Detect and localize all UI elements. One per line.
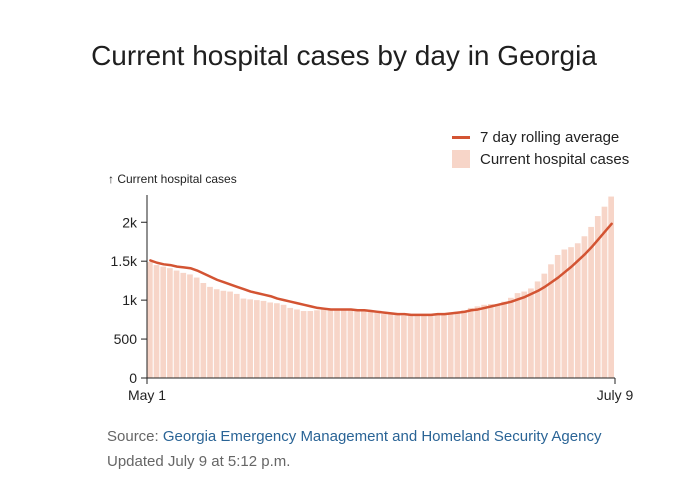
bar-day-66 bbox=[581, 236, 588, 378]
bar-day-48 bbox=[461, 310, 467, 378]
bar-day-11 bbox=[213, 289, 220, 378]
bar-day-33 bbox=[360, 311, 367, 378]
bar-day-46 bbox=[447, 313, 454, 378]
bar-day-5 bbox=[173, 270, 180, 378]
bar-day-18 bbox=[260, 300, 267, 378]
x-tick-label-end: July 9 bbox=[597, 387, 634, 403]
bar-day-2 bbox=[153, 265, 160, 378]
bar-day-55 bbox=[508, 297, 514, 378]
bar-day-31 bbox=[347, 310, 354, 378]
bar-day-58 bbox=[528, 288, 534, 378]
bar-day-50 bbox=[474, 306, 481, 378]
x-tick-label-start: May 1 bbox=[128, 387, 166, 403]
bar-day-54 bbox=[501, 301, 508, 378]
bar-day-47 bbox=[454, 311, 461, 378]
legend-item-bar: Current hospital cases bbox=[452, 148, 629, 170]
bar-day-44 bbox=[434, 314, 441, 378]
bar-day-6 bbox=[180, 272, 187, 378]
bar-day-32 bbox=[354, 310, 360, 378]
bar-day-15 bbox=[240, 298, 247, 378]
updated-timestamp: Updated July 9 at 5:12 p.m. bbox=[107, 453, 291, 470]
y-tick-label-1000: 1k bbox=[122, 292, 138, 308]
bar-day-59 bbox=[534, 281, 541, 378]
bar-day-42 bbox=[421, 314, 427, 378]
y-tick-label-500: 500 bbox=[114, 331, 138, 347]
y-tick-label-0: 0 bbox=[129, 370, 137, 386]
bar-day-4 bbox=[167, 268, 173, 378]
source-prefix: Source: bbox=[107, 428, 159, 445]
bar-day-20 bbox=[274, 303, 280, 378]
bar-day-62 bbox=[554, 254, 561, 378]
y-tick-label-1500: 1.5k bbox=[111, 253, 138, 269]
bar-day-45 bbox=[441, 314, 447, 378]
bar-day-53 bbox=[494, 304, 501, 378]
bar-day-65 bbox=[574, 243, 581, 378]
bar-day-64 bbox=[568, 247, 574, 378]
bar-day-30 bbox=[340, 309, 347, 378]
bar-day-14 bbox=[233, 293, 240, 378]
bar-day-22 bbox=[287, 307, 294, 378]
bar-day-8 bbox=[193, 277, 200, 378]
bar-day-9 bbox=[200, 283, 207, 378]
bar-day-12 bbox=[220, 290, 227, 378]
legend-line-swatch bbox=[452, 135, 470, 139]
bar-day-68 bbox=[594, 216, 601, 378]
bar-day-38 bbox=[394, 314, 401, 378]
bar-day-56 bbox=[514, 293, 521, 378]
bar-day-35 bbox=[374, 312, 380, 378]
bar-day-1 bbox=[147, 261, 153, 378]
bar-day-61 bbox=[548, 264, 554, 378]
bar-day-23 bbox=[294, 309, 300, 378]
y-axis-label: ↑ Current hospital cases bbox=[108, 172, 237, 186]
bar-day-29 bbox=[334, 308, 340, 378]
bar-day-3 bbox=[160, 266, 167, 378]
source-line: Source: Georgia Emergency Management and… bbox=[107, 428, 601, 445]
bar-day-51 bbox=[481, 304, 487, 378]
bar-day-63 bbox=[561, 249, 568, 378]
bar-day-60 bbox=[541, 273, 548, 378]
bar-day-24 bbox=[300, 311, 307, 378]
bar-day-26 bbox=[314, 310, 320, 378]
bar-day-34 bbox=[367, 311, 374, 378]
bar-day-43 bbox=[427, 314, 434, 378]
bar-day-37 bbox=[387, 314, 394, 378]
source-link[interactable]: Georgia Emergency Management and Homelan… bbox=[162, 428, 602, 445]
bar-day-52 bbox=[487, 304, 494, 378]
bar-day-49 bbox=[467, 307, 474, 378]
bar-day-41 bbox=[414, 315, 421, 378]
bar-day-40 bbox=[407, 315, 414, 378]
y-tick-label-2000: 2k bbox=[122, 214, 138, 230]
bar-day-67 bbox=[588, 226, 594, 378]
hospital-cases-chart: 0 500 1k 1.5k 2k May 1 July 9 bbox=[111, 195, 634, 403]
bar-day-27 bbox=[320, 308, 327, 378]
bar-day-39 bbox=[401, 315, 407, 378]
bar-day-69 bbox=[601, 206, 608, 378]
rolling-average-line bbox=[149, 222, 613, 317]
bar-day-21 bbox=[280, 304, 287, 378]
legend-bar-label: Current hospital cases bbox=[480, 150, 630, 168]
chart-legend: 7 day rolling average Current hospital c… bbox=[452, 126, 629, 170]
bar-day-13 bbox=[227, 291, 233, 378]
bar-day-70 bbox=[608, 196, 614, 378]
bar-day-25 bbox=[307, 311, 314, 378]
legend-item-line: 7 day rolling average bbox=[452, 126, 629, 148]
bar-day-57 bbox=[521, 291, 528, 378]
legend-bar-swatch bbox=[452, 150, 470, 168]
chart-title: Current hospital cases by day in Georgia bbox=[91, 40, 597, 71]
bar-day-7 bbox=[187, 274, 193, 378]
bar-day-19 bbox=[267, 302, 274, 378]
bar-day-10 bbox=[207, 286, 213, 378]
bar-day-28 bbox=[327, 309, 334, 378]
bar-day-36 bbox=[381, 314, 387, 378]
legend-line-label: 7 day rolling average bbox=[480, 128, 620, 146]
bar-day-16 bbox=[247, 299, 253, 378]
bar-day-17 bbox=[253, 300, 260, 378]
